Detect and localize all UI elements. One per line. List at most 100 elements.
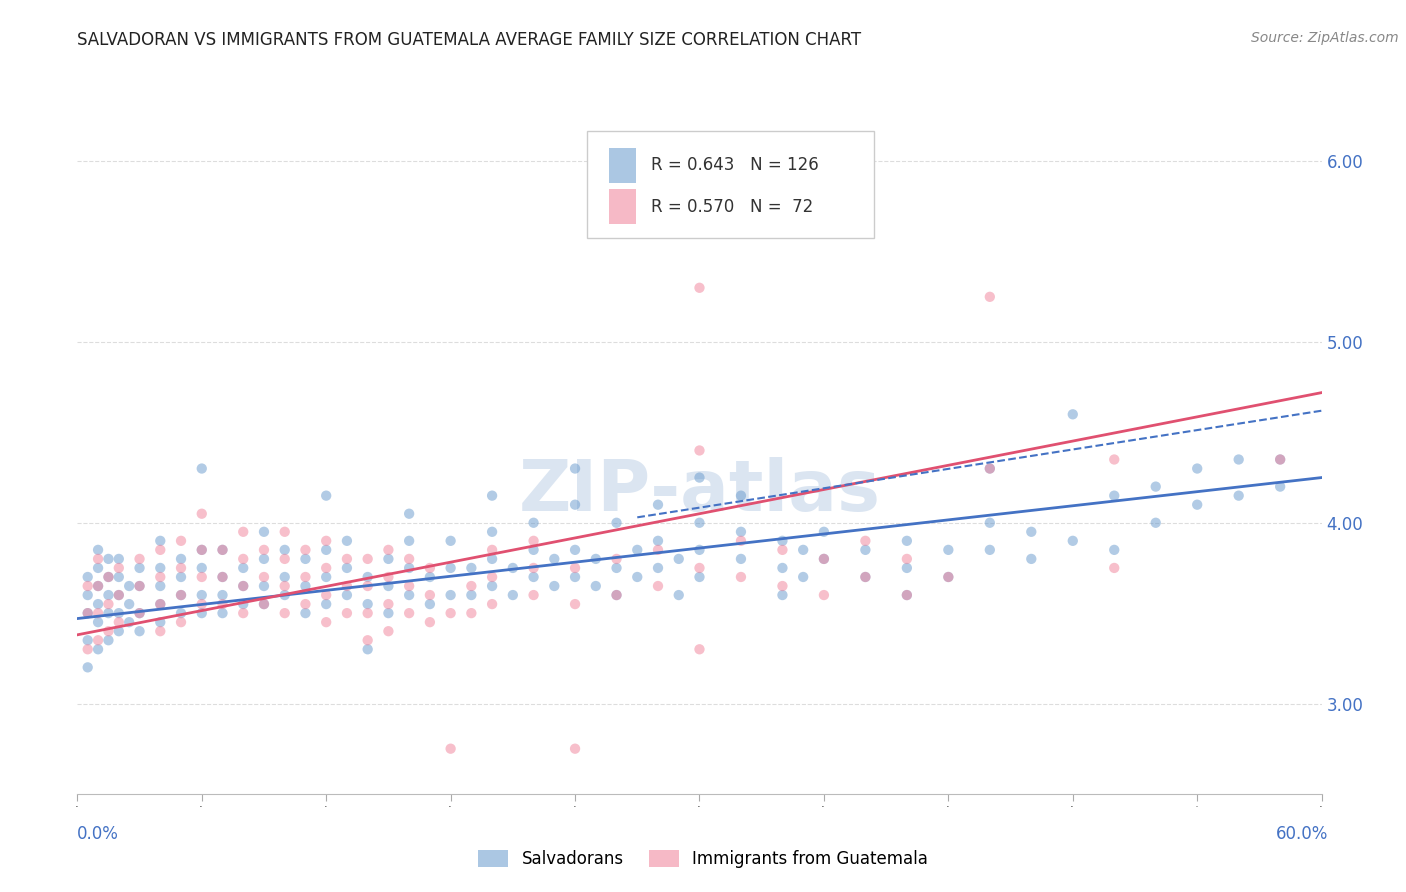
Point <box>128 606 150 620</box>
Point <box>108 588 131 602</box>
Point <box>97 552 120 566</box>
Point <box>1144 516 1167 530</box>
Point <box>253 597 276 611</box>
Point <box>377 542 399 557</box>
Point <box>855 533 877 548</box>
Point <box>87 642 110 657</box>
Text: 60.0%: 60.0% <box>1277 825 1329 843</box>
Point <box>191 588 214 602</box>
Point <box>170 552 193 566</box>
Point <box>87 579 110 593</box>
Point <box>97 570 120 584</box>
Point <box>315 597 337 611</box>
FancyBboxPatch shape <box>609 148 636 183</box>
Point <box>294 570 316 584</box>
Point <box>543 579 565 593</box>
Point <box>149 615 172 630</box>
Point <box>647 579 669 593</box>
Point <box>253 579 276 593</box>
Point <box>211 542 233 557</box>
Point <box>357 552 380 566</box>
Point <box>419 561 441 575</box>
Point <box>502 588 524 602</box>
Point <box>87 552 110 566</box>
Point <box>564 498 586 512</box>
Point <box>191 461 214 475</box>
Point <box>440 533 463 548</box>
Point <box>1187 498 1209 512</box>
Point <box>294 552 316 566</box>
Point <box>315 615 337 630</box>
Point <box>76 633 98 648</box>
Point <box>1062 407 1084 421</box>
Point <box>76 606 98 620</box>
Point <box>398 579 420 593</box>
Point <box>855 570 877 584</box>
Point <box>730 552 752 566</box>
Point <box>440 741 463 756</box>
Point <box>336 588 359 602</box>
Point <box>315 561 337 575</box>
Point <box>274 542 297 557</box>
Point <box>523 588 546 602</box>
Point <box>585 579 607 593</box>
Point <box>118 597 141 611</box>
Point <box>294 606 316 620</box>
Point <box>626 542 648 557</box>
Point <box>128 561 150 575</box>
Point <box>398 606 420 620</box>
Point <box>149 542 172 557</box>
Point <box>1104 542 1126 557</box>
Point <box>730 533 752 548</box>
Text: R = 0.570   N =  72: R = 0.570 N = 72 <box>651 198 813 216</box>
Point <box>315 533 337 548</box>
Point <box>398 561 420 575</box>
Point <box>440 606 463 620</box>
Point <box>108 588 131 602</box>
Point <box>606 516 628 530</box>
FancyBboxPatch shape <box>609 189 636 224</box>
Point <box>398 588 420 602</box>
Point <box>294 542 316 557</box>
Point <box>211 606 233 620</box>
Point <box>170 588 193 602</box>
Point <box>97 588 120 602</box>
Point <box>689 561 711 575</box>
Point <box>253 552 276 566</box>
Point <box>792 570 814 584</box>
Point <box>689 516 711 530</box>
Point <box>772 588 794 602</box>
Point <box>149 597 172 611</box>
Point <box>689 470 711 484</box>
Point <box>792 542 814 557</box>
Point <box>191 606 214 620</box>
Point <box>118 579 141 593</box>
Point <box>606 588 628 602</box>
Point <box>76 606 98 620</box>
Point <box>315 542 337 557</box>
Point <box>979 461 1001 475</box>
Point <box>232 561 254 575</box>
Point <box>232 579 254 593</box>
Point <box>460 588 482 602</box>
Text: SALVADORAN VS IMMIGRANTS FROM GUATEMALA AVERAGE FAMILY SIZE CORRELATION CHART: SALVADORAN VS IMMIGRANTS FROM GUATEMALA … <box>77 31 862 49</box>
Point <box>979 461 1001 475</box>
Point <box>191 542 214 557</box>
Point <box>1227 452 1250 467</box>
Point <box>315 489 337 503</box>
Point <box>813 552 835 566</box>
Point <box>1104 561 1126 575</box>
Point <box>191 597 214 611</box>
Point <box>481 542 503 557</box>
Point <box>76 588 98 602</box>
Point <box>97 624 120 639</box>
Point <box>398 507 420 521</box>
Point <box>108 624 131 639</box>
Point <box>76 642 98 657</box>
Point <box>357 642 380 657</box>
Point <box>191 561 214 575</box>
Point <box>315 588 337 602</box>
Point <box>108 615 131 630</box>
Point <box>564 741 586 756</box>
Point <box>1021 524 1043 539</box>
